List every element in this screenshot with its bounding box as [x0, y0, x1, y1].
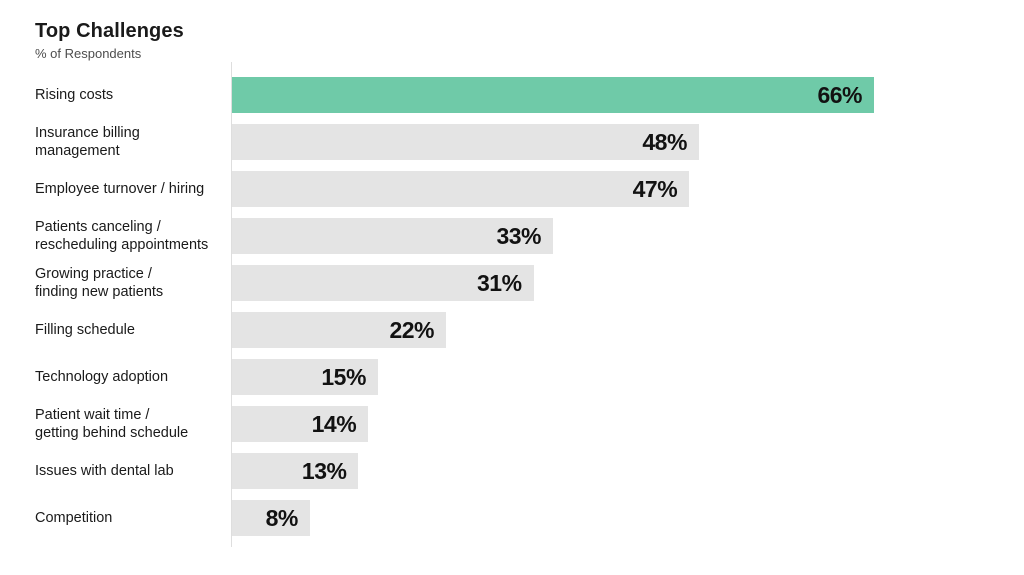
bar: 14%: [232, 406, 369, 442]
category-label: Patients canceling / rescheduling appoint…: [35, 219, 209, 253]
chart-subtitle: % of Respondents: [35, 46, 142, 61]
value-label: 31%: [476, 269, 522, 296]
bar: 33%: [232, 218, 553, 254]
value-label: 47%: [632, 175, 678, 202]
value-label: 14%: [311, 410, 357, 437]
chart-title: Top Challenges: [35, 20, 184, 42]
value-label: 13%: [301, 457, 347, 484]
value-label: 8%: [265, 504, 299, 531]
category-label: Filling schedule: [35, 322, 135, 338]
value-label: 22%: [389, 316, 434, 343]
value-label: 66%: [817, 81, 862, 108]
bar-row: Rising costs 66%: [35, 77, 874, 113]
category-label: Insurance billing management: [35, 125, 140, 159]
bar-row: Filling schedule 22%: [35, 312, 874, 348]
category-label: Competition: [35, 510, 113, 526]
category-label: Technology adoption: [35, 369, 169, 385]
bar: 15%: [232, 359, 378, 395]
bar-highlighted: 66%: [232, 77, 874, 113]
category-label: Employee turnover / hiring: [35, 181, 205, 197]
value-label: 48%: [642, 128, 687, 155]
bar: 8%: [232, 500, 310, 536]
bar: 48%: [232, 124, 699, 160]
bar-row: Employee turnover / hiring 47%: [35, 171, 874, 207]
category-label: Growing practice / finding new patients: [35, 266, 164, 300]
bar-row: Issues with dental lab 13%: [35, 453, 874, 489]
bar-row: Patients canceling / rescheduling appoint…: [35, 218, 874, 254]
category-label: Patient wait time / getting behind schedu…: [35, 407, 189, 441]
bar-rows: Rising costs 66% Insurance billing manageme…: [35, 77, 874, 547]
bar: 13%: [232, 453, 359, 489]
bar-row: Patient wait time / getting behind schedu…: [35, 406, 874, 442]
bar: 31%: [232, 265, 534, 301]
bar-row: Competition 8%: [35, 500, 874, 536]
value-label: 33%: [496, 222, 541, 249]
bar-row: Insurance billing management 48%: [35, 124, 874, 160]
value-label: 15%: [321, 363, 366, 390]
bar-row: Technology adoption 15%: [35, 359, 874, 395]
bar: 47%: [232, 171, 690, 207]
bar-row: Growing practice / finding new patients 31…: [35, 265, 874, 301]
bar: 22%: [232, 312, 446, 348]
category-label: Rising costs: [35, 87, 114, 103]
axis-line: [231, 62, 232, 547]
category-label: Issues with dental lab: [35, 463, 174, 479]
